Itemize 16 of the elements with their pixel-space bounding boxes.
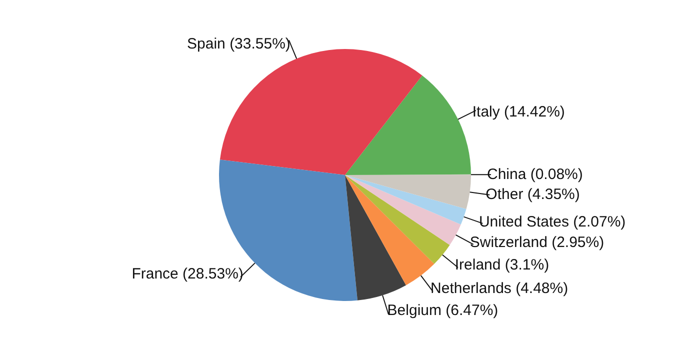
slice-label: China (0.08%) [487,166,583,184]
pie-slice [345,175,471,210]
pie-slice [345,175,461,245]
slice-label: Switzerland (2.95%) [470,234,604,252]
pie-slice [345,175,450,264]
slice-label: France (28.53%) [132,266,244,283]
slice-label: Spain (33.55%) [187,35,290,52]
slice-label: Italy (14.42%) [472,104,565,121]
pie-slice [345,175,406,300]
slice-label: Other (4.35%) [486,186,580,203]
slice-label: Ireland (3.1%) [454,256,550,274]
slice-label: United States (2.07%) [478,214,626,231]
pie-slice [345,175,466,224]
slice-label: Netherlands (4.48%) [430,280,568,297]
pie-slice [345,75,471,175]
slice-label: Belgium (6.47%) [387,302,498,320]
